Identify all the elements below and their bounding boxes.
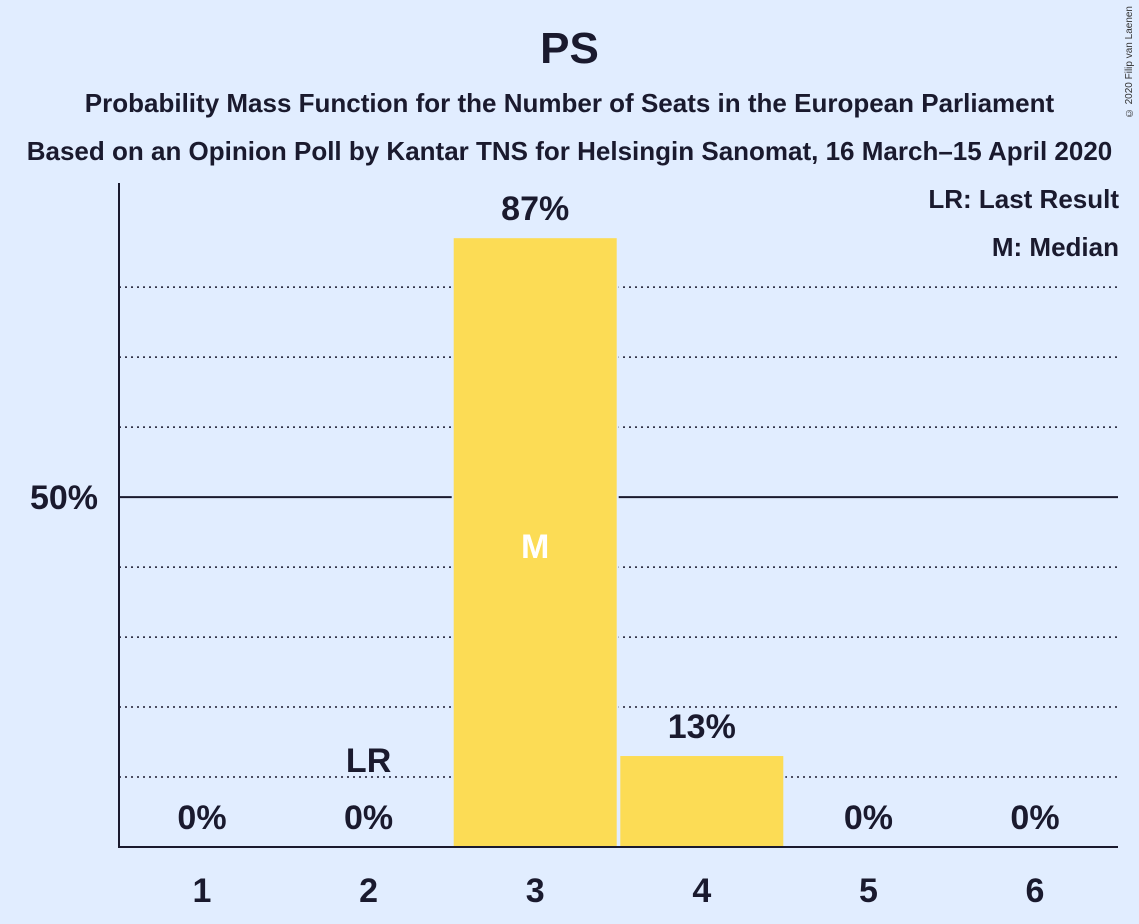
chart-subtitle: Probability Mass Function for the Number… — [84, 88, 1055, 118]
y-tick-label: 50% — [30, 479, 98, 517]
x-tick-label: 3 — [526, 872, 545, 910]
x-tick-label: 2 — [359, 872, 378, 910]
x-tick-label: 4 — [692, 872, 711, 910]
chart-source: Based on an Opinion Poll by Kantar TNS f… — [26, 136, 1113, 166]
bar-seats-4 — [620, 756, 784, 847]
data-label: 0% — [344, 799, 393, 837]
legend-median: M: Median — [991, 232, 1119, 262]
bar-seats-3 — [453, 238, 617, 847]
median-marker: M — [521, 528, 549, 566]
data-label: 13% — [668, 708, 736, 746]
last-result-marker: LR — [346, 742, 391, 780]
x-tick-label: 1 — [193, 872, 212, 910]
data-label: 87% — [501, 190, 569, 228]
data-label: 0% — [1010, 799, 1059, 837]
legend-last-result: LR: Last Result — [928, 184, 1119, 214]
data-label: 0% — [844, 799, 893, 837]
x-tick-label: 6 — [1026, 872, 1045, 910]
x-tick-label: 5 — [859, 872, 878, 910]
data-label: 0% — [177, 799, 226, 837]
chart-title: PS — [540, 24, 599, 73]
